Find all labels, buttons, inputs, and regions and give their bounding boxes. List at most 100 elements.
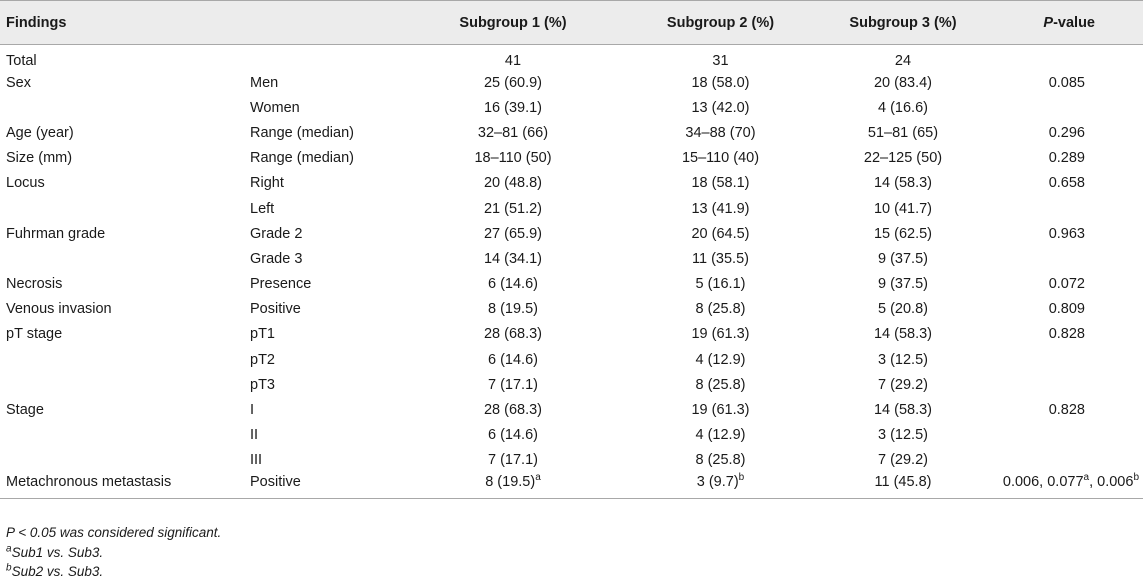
- cell-finding: [0, 347, 248, 372]
- cell-subgroup-2: 8 (25.8): [628, 372, 813, 397]
- cell-subgroup-3-text: 4 (16.6): [878, 99, 928, 116]
- cell-subcategory: [248, 45, 398, 71]
- cell-subcategory: I: [248, 397, 398, 422]
- cell-subgroup-2: 8 (25.8): [628, 448, 813, 473]
- cell-subgroup-3: 7 (29.2): [813, 372, 993, 397]
- cell-subgroup-1: 20 (48.8): [398, 171, 628, 196]
- cell-finding: [0, 448, 248, 473]
- cell-finding-text: Necrosis: [6, 276, 63, 293]
- cell-subgroup-1-text: 27 (65.9): [483, 225, 543, 242]
- cell-subgroup-3: 14 (58.3): [813, 322, 993, 347]
- table-row: II 6 (14.6) 4 (12.9) 3 (12.5): [0, 423, 1143, 448]
- cell-subgroup-2: 15–110 (40): [628, 146, 813, 171]
- cell-subgroup-2-text: 18 (58.1): [691, 175, 750, 192]
- footnote-a: aSub1 vs. Sub3.: [6, 543, 221, 563]
- cell-subcategory-text: Range (median): [250, 150, 354, 167]
- cell-subgroup-1: 16 (39.1): [398, 95, 628, 120]
- cell-subgroup-2: 11 (35.5): [628, 246, 813, 271]
- cell-subcategory: Women: [248, 95, 398, 120]
- cell-subgroup-1: 6 (14.6): [398, 423, 628, 448]
- cell-subgroup-1-text: 41: [504, 52, 522, 69]
- table-row: pT2 6 (14.6) 4 (12.9) 3 (12.5): [0, 347, 1143, 372]
- cell-subgroup-3-text: 11 (45.8): [874, 474, 932, 491]
- cell-finding: pT stage: [0, 322, 248, 347]
- cell-subgroup-2-superscript: b: [738, 472, 745, 484]
- cell-subcategory: III: [248, 448, 398, 473]
- cell-subgroup-1: 18–110 (50): [398, 146, 628, 171]
- cell-subcategory: Range (median): [248, 146, 398, 171]
- cell-subgroup-1-text: 7 (17.1): [488, 376, 538, 393]
- cell-subgroup-1: 32–81 (66): [398, 120, 628, 145]
- cell-subgroup-1: 28 (68.3): [398, 397, 628, 422]
- cell-subgroup-2-text: 13 (42.0): [691, 99, 750, 116]
- cell-p-value-text: 0.072: [1048, 276, 1085, 293]
- cell-subgroup-1: 21 (51.2): [398, 196, 628, 221]
- cell-subgroup-1-text: 6 (14.6): [488, 427, 538, 444]
- header-subgroup-2: Subgroup 2 (%): [628, 0, 813, 45]
- cell-subgroup-2-text: 11 (35.5): [692, 250, 749, 267]
- cell-subgroup-3: 4 (16.6): [813, 95, 993, 120]
- cell-subcategory: Grade 3: [248, 246, 398, 271]
- cell-finding: Locus: [0, 171, 248, 196]
- cell-p-value: [993, 423, 1143, 448]
- cell-subgroup-2-text: 19 (61.3): [691, 326, 750, 343]
- cell-finding-text: Size (mm): [6, 150, 73, 167]
- cell-subgroup-1: 7 (17.1): [398, 448, 628, 473]
- cell-subgroup-2: 34–88 (70): [628, 120, 813, 145]
- header-findings: Findings: [0, 0, 248, 45]
- cell-subgroup-1: 8 (19.5): [398, 297, 628, 322]
- cell-subgroup-3-text: 22–125 (50): [863, 150, 943, 167]
- cell-subcategory: Right: [248, 171, 398, 196]
- cell-subcategory-text: pT3: [250, 376, 275, 393]
- cell-p-value-text: 0.828: [1048, 326, 1085, 343]
- cell-finding: Metachronous metastasis: [0, 473, 248, 499]
- cell-subgroup-1: 8 (19.5)a: [398, 472, 628, 499]
- cell-subgroup-3: 7 (29.2): [813, 448, 993, 473]
- cell-subgroup-3-text: 14 (58.3): [873, 402, 933, 419]
- cell-subgroup-3: 3 (12.5): [813, 423, 993, 448]
- cell-subgroup-3-text: 9 (37.5): [878, 276, 928, 293]
- cell-subgroup-2: 18 (58.1): [628, 171, 813, 196]
- cell-subgroup-2-text: 4 (12.9): [695, 427, 746, 444]
- cell-subgroup-1: 28 (68.3): [398, 322, 628, 347]
- cell-finding: Necrosis: [0, 272, 248, 297]
- cell-p-value: [993, 196, 1143, 221]
- cell-subcategory-text: Left: [250, 200, 275, 217]
- cell-subgroup-1: 6 (14.6): [398, 272, 628, 297]
- cell-finding-text: Sex: [6, 74, 31, 91]
- cell-subgroup-2: 13 (41.9): [628, 196, 813, 221]
- cell-p-value: 0.296: [993, 120, 1143, 145]
- cell-finding-text: Total: [6, 52, 37, 69]
- cell-subcategory-text: Women: [250, 99, 300, 116]
- cell-subgroup-2: 3 (9.7)b: [628, 472, 813, 499]
- cell-subcategory-text: I: [250, 402, 255, 419]
- cell-subgroup-1-text: 14 (34.1): [483, 250, 543, 267]
- cell-p-value-text: 0.658: [1048, 175, 1085, 192]
- cell-finding: [0, 423, 248, 448]
- cell-subgroup-1: 27 (65.9): [398, 221, 628, 246]
- cell-subgroup-3: 10 (41.7): [813, 196, 993, 221]
- cell-subgroup-2: 19 (61.3): [628, 397, 813, 422]
- cell-subgroup-1-text: 28 (68.3): [483, 326, 543, 343]
- cell-subgroup-2: 19 (61.3): [628, 322, 813, 347]
- cell-subgroup-3-text: 5 (20.8): [878, 301, 928, 318]
- table-row: Age (year) Range (median) 32–81 (66) 34–88 …: [0, 120, 1143, 145]
- table-row: Women 16 (39.1) 13 (42.0) 4 (16.6): [0, 95, 1143, 120]
- cell-finding: Total: [0, 45, 248, 71]
- cell-subgroup-1-text: 7 (17.1): [488, 452, 538, 469]
- cell-subgroup-1-text: 28 (68.3): [483, 402, 543, 419]
- cell-finding: [0, 246, 248, 271]
- cell-subgroup-1-superscript: a: [535, 472, 541, 484]
- footnote-b-mark: b: [6, 562, 12, 574]
- table-row: Metachronous metastasis Positive 8 (19.5)a…: [0, 472, 1143, 499]
- cell-subgroup-2-text: 19 (61.3): [691, 402, 750, 419]
- cell-subgroup-1-text: 32–81 (66): [477, 124, 549, 141]
- cell-subgroup-3-text: 7 (29.2): [878, 452, 928, 469]
- table-row: Sex Men 25 (60.9) 18 (58.0) 20 (83.4) 0.085: [0, 70, 1143, 95]
- cell-subgroup-2: 20 (64.5): [628, 221, 813, 246]
- cell-subcategory-text: Right: [250, 175, 284, 192]
- table-row: Total 41 31 24: [0, 45, 1143, 71]
- table-row: Venous invasion Positive 8 (19.5) 8 (25.8) 5…: [0, 297, 1143, 322]
- cell-finding-text: Stage: [6, 402, 44, 419]
